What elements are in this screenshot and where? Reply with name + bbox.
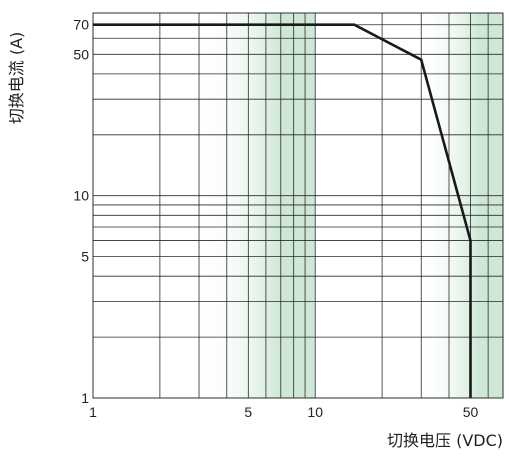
y-axis-title: 切换电流 (A) — [7, 32, 26, 125]
y-tick-label-3: 50 — [73, 46, 89, 62]
x-axis: 1 5 10 50 — [89, 404, 478, 420]
y-axis: 1 5 10 50 70 — [73, 17, 89, 406]
shaded-bands — [199, 13, 503, 398]
series-group — [93, 23, 472, 398]
x-axis-title: 切换电压 (VDC) — [387, 431, 503, 450]
plot-frame — [92, 12, 504, 399]
y-tick-label-1: 5 — [81, 249, 89, 265]
x-tick-label-3: 50 — [463, 404, 479, 420]
y-tick-label-2: 10 — [73, 188, 89, 204]
x-tick-label-1: 5 — [244, 404, 252, 420]
grid — [92, 12, 504, 399]
shaded-band-0 — [199, 13, 316, 398]
y-tick-label-0: 1 — [81, 390, 89, 406]
x-tick-label-2: 10 — [307, 404, 323, 420]
series-line-0 — [93, 23, 472, 398]
x-tick-label-0: 1 — [89, 404, 97, 420]
y-tick-label-4: 70 — [73, 17, 89, 33]
